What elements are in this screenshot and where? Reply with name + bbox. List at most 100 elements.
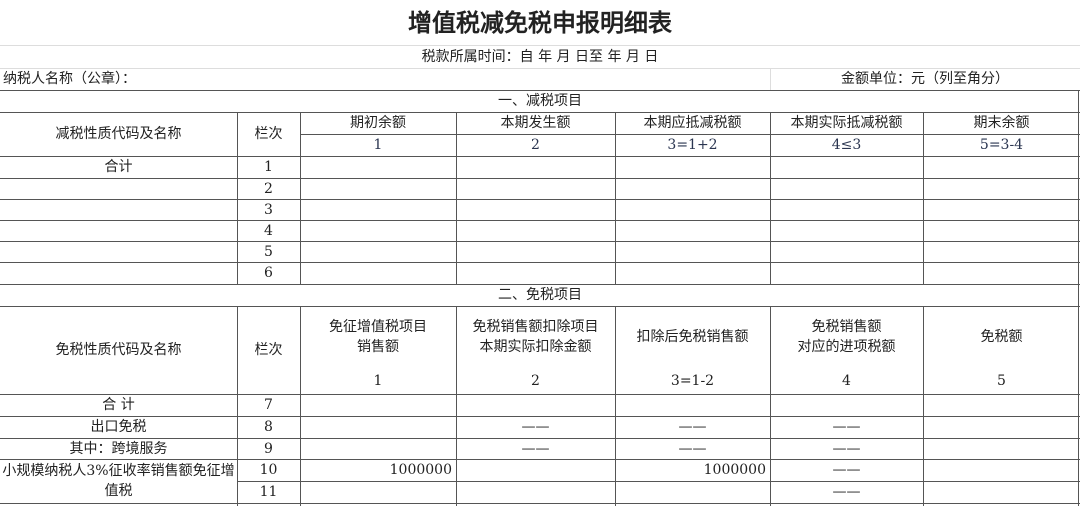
row-name[interactable]: 出口免税	[90, 419, 147, 435]
amount-cell[interactable]: ——	[521, 440, 550, 457]
row-name[interactable]	[0, 220, 237, 241]
grid-line	[0, 68, 1080, 69]
column-number: 4	[842, 373, 851, 389]
column-header: 免税销售额扣除项目 本期实际扣除金额	[472, 319, 599, 355]
amount-cell[interactable]	[923, 262, 1080, 284]
amount-cell[interactable]	[923, 178, 1080, 199]
row-name[interactable]: 其中：跨境服务	[69, 440, 168, 457]
row-line-number: 8	[264, 419, 273, 435]
amount-cell[interactable]	[770, 241, 923, 262]
grid-line	[615, 306, 616, 506]
grid-line	[0, 306, 1080, 307]
amount-cell[interactable]	[615, 394, 770, 416]
amount-cell[interactable]	[300, 156, 456, 178]
column-number: 2	[531, 373, 540, 389]
column-header: 扣除后免税销售额	[636, 329, 749, 345]
amount-cell[interactable]	[923, 394, 1080, 416]
amount-cell[interactable]: ——	[832, 419, 861, 435]
amount-cell[interactable]	[770, 156, 923, 178]
column-number: 5	[997, 373, 1006, 389]
grid-line	[0, 438, 1080, 439]
amount-cell[interactable]: ——	[678, 440, 707, 457]
column-header: 期末余额	[973, 115, 1030, 131]
amount-cell[interactable]: ——	[521, 419, 550, 435]
amount-cell[interactable]: ——	[678, 419, 707, 435]
amount-cell[interactable]: ——	[832, 484, 861, 500]
amount-cell[interactable]	[300, 241, 456, 262]
amount-cell[interactable]	[923, 199, 1080, 220]
grid-line	[770, 68, 771, 90]
amount-cell[interactable]	[615, 178, 770, 199]
amount-cell[interactable]	[923, 459, 1080, 481]
amount-cell[interactable]	[770, 262, 923, 284]
row-line-number: 10	[259, 462, 278, 478]
amount-cell[interactable]	[300, 262, 456, 284]
grid-line	[770, 112, 771, 284]
row-name[interactable]	[0, 241, 237, 262]
grid-line	[0, 45, 1080, 46]
amount-cell[interactable]	[456, 156, 615, 178]
grid-line	[923, 112, 924, 284]
amount-cell[interactable]	[456, 394, 615, 416]
amount-cell[interactable]	[770, 199, 923, 220]
grid-line	[0, 503, 1080, 504]
amount-cell[interactable]	[456, 178, 615, 199]
amount-cell[interactable]: ——	[832, 440, 861, 457]
amount-cell[interactable]	[615, 241, 770, 262]
amount-cell[interactable]	[770, 220, 923, 241]
row-name[interactable]	[0, 262, 237, 284]
line-number-header: 栏次	[254, 126, 283, 142]
row-line-number: 3	[264, 201, 273, 218]
amount-cell[interactable]	[300, 416, 456, 438]
grid-line	[0, 199, 1080, 200]
tax-period-line: 税款所属时间：自 年 月 日至 年 月 日	[421, 48, 659, 65]
row-name[interactable]	[0, 178, 237, 199]
amount-cell[interactable]	[615, 481, 770, 503]
amount-cell[interactable]	[770, 394, 923, 416]
amount-cell[interactable]	[300, 220, 456, 241]
amount-cell[interactable]	[456, 199, 615, 220]
amount-cell[interactable]	[300, 481, 456, 503]
amount-cell[interactable]	[615, 220, 770, 241]
amount-cell[interactable]: ——	[832, 462, 861, 478]
amount-cell[interactable]	[615, 199, 770, 220]
column-number: 3=1+2	[667, 137, 718, 153]
grid-line	[237, 481, 1080, 482]
row-name[interactable]: 合计	[104, 159, 133, 175]
row-line-number: 11	[259, 484, 278, 500]
amount-cell[interactable]	[300, 394, 456, 416]
column-header: 免税额	[980, 329, 1023, 345]
grid-line	[0, 416, 1080, 417]
amount-cell[interactable]	[923, 438, 1080, 459]
column-number: 3=1-2	[670, 373, 715, 389]
amount-cell[interactable]: 1000000	[389, 462, 452, 478]
grid-line	[0, 394, 1080, 395]
amount-cell[interactable]	[456, 241, 615, 262]
amount-cell[interactable]	[923, 416, 1080, 438]
amount-cell[interactable]	[923, 481, 1080, 503]
amount-cell[interactable]	[923, 241, 1080, 262]
amount-cell[interactable]	[300, 199, 456, 220]
row-name[interactable]	[0, 199, 237, 220]
grid-line	[300, 112, 301, 284]
column-header: 免税销售额 对应的进项税额	[797, 319, 896, 355]
grid-line	[923, 306, 924, 506]
amount-cell[interactable]	[300, 438, 456, 459]
amount-cell[interactable]	[923, 156, 1080, 178]
taxpayer-name-label[interactable]: 纳税人名称（公章）：	[3, 71, 136, 87]
amount-cell[interactable]	[770, 178, 923, 199]
amount-cell[interactable]	[923, 220, 1080, 241]
amount-cell[interactable]	[456, 459, 615, 481]
amount-cell[interactable]	[615, 262, 770, 284]
row-name[interactable]: 合 计	[102, 397, 135, 413]
amount-cell[interactable]: 1000000	[703, 462, 766, 478]
amount-cell[interactable]	[456, 481, 615, 503]
amount-cell[interactable]	[456, 220, 615, 241]
amount-cell[interactable]	[456, 262, 615, 284]
amount-cell[interactable]	[615, 156, 770, 178]
amount-cell[interactable]	[300, 178, 456, 199]
grid-line	[456, 112, 457, 284]
reduction-name-header: 减税性质代码及名称	[55, 126, 182, 142]
row-line-number: 2	[264, 180, 273, 197]
row-name[interactable]: 小规模纳税人3%征收率销售额免征增值税	[2, 463, 235, 499]
